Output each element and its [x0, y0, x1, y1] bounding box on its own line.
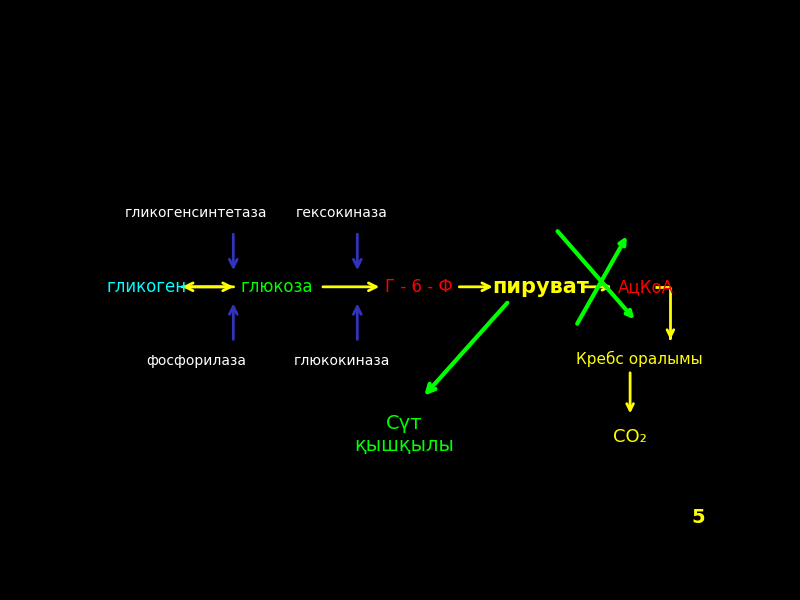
- Text: пируват: пируват: [492, 277, 589, 297]
- Text: глюкоза: глюкоза: [241, 278, 313, 296]
- Text: гексокиназа: гексокиназа: [296, 206, 388, 220]
- Text: CO₂: CO₂: [613, 428, 647, 446]
- Text: гликоген: гликоген: [106, 278, 186, 296]
- Text: Сүт
қышқылы: Сүт қышқылы: [354, 414, 454, 455]
- Text: Кребс оралымы: Кребс оралымы: [576, 350, 702, 367]
- Text: гликогенсинтетаза: гликогенсинтетаза: [125, 206, 267, 220]
- Text: Г - 6 - Ф: Г - 6 - Ф: [386, 278, 453, 296]
- Text: глюкокиназа: глюкокиназа: [294, 354, 390, 368]
- Text: АцКоА: АцКоА: [618, 278, 674, 296]
- Text: 5: 5: [691, 508, 705, 527]
- Text: фосфорилаза: фосфорилаза: [146, 354, 246, 368]
